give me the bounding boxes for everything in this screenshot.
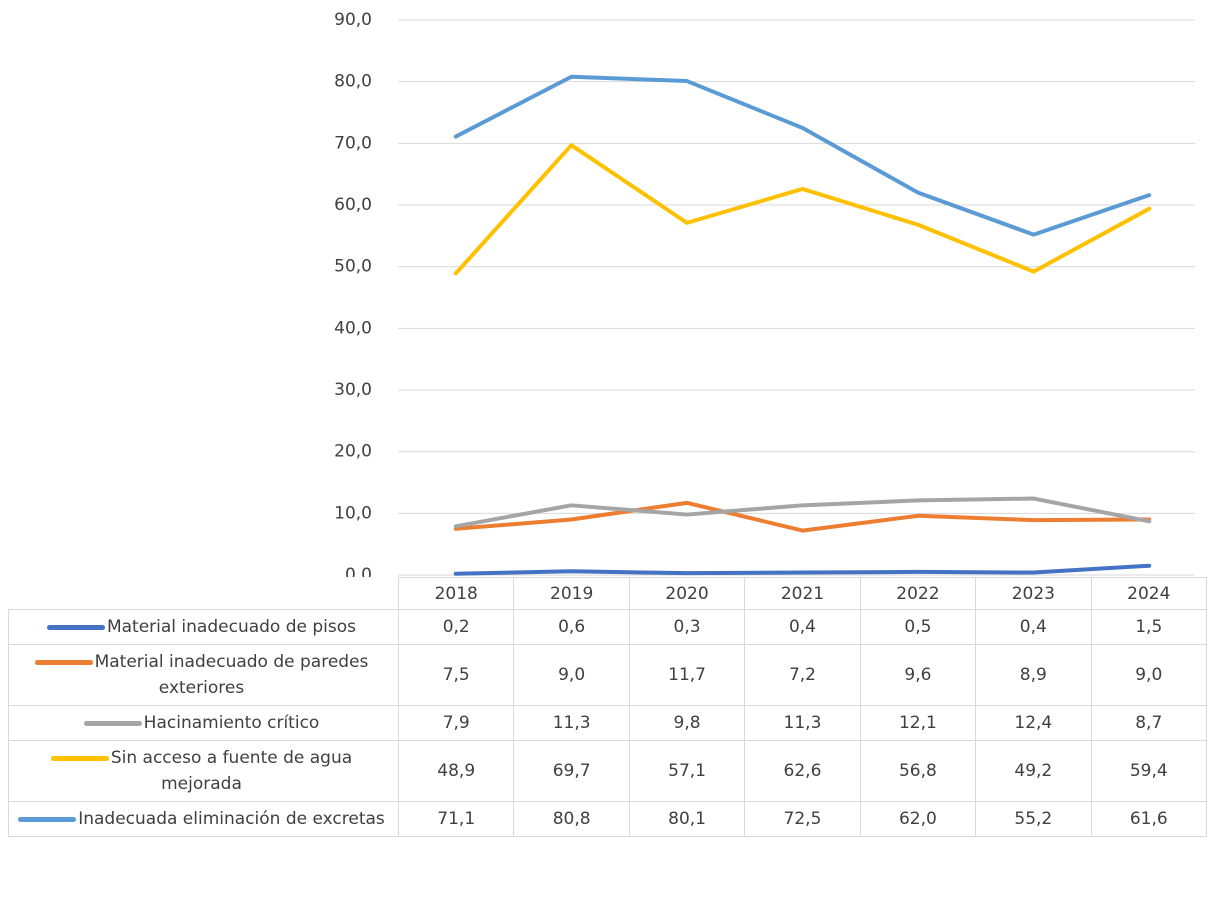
table-row: Material inadecuado de pisos 0,2 0,6 0,3 0,4… — [8, 609, 1208, 645]
value-cell: 55,2 — [975, 801, 1092, 837]
value-cell: 12,1 — [859, 705, 977, 741]
value-cell: 9,6 — [859, 644, 977, 706]
value-cell: 71,1 — [397, 801, 515, 837]
value-cell: 9,0 — [513, 644, 630, 706]
x-tick-label: 2022 — [859, 577, 977, 610]
series-line — [453, 143, 1152, 276]
legend-entry: Hacinamiento crítico — [8, 705, 399, 741]
y-tick-label: 70,0 — [334, 133, 372, 153]
value-cell: 1,5 — [1090, 609, 1208, 645]
x-tick-label: 2019 — [513, 577, 630, 610]
value-cell: 56,8 — [859, 740, 977, 802]
value-cell: 0,4 — [975, 609, 1092, 645]
value-cell: 11,7 — [628, 644, 746, 706]
value-cell: 0,3 — [628, 609, 746, 645]
value-cell: 11,3 — [513, 705, 630, 741]
table-header: 2018 2019 2020 2021 2022 2023 2024 — [9, 577, 1208, 610]
legend-entry: Material inadecuado de pisos — [8, 609, 399, 645]
value-cell: 8,9 — [975, 644, 1092, 706]
y-tick-label: 0,0 — [345, 565, 372, 577]
value-cell: 8,7 — [1090, 705, 1208, 741]
x-tick-label: 2021 — [744, 577, 861, 610]
series-name: Material inadecuado de paredes exteriore… — [94, 652, 369, 698]
x-tick-label: 2018 — [397, 577, 515, 610]
series-name: Hacinamiento crítico — [143, 713, 320, 733]
series-line — [453, 500, 1152, 533]
data-table: 2018 2019 2020 2021 2022 2023 2024 Material ina… — [8, 577, 1208, 837]
plot: 0,0 10,0 20,0 30,0 40,0 50,0 60,0 70,0 80,0 90,0 — [334, 10, 1195, 577]
y-tick-label: 80,0 — [334, 72, 372, 92]
y-tick-label: 40,0 — [334, 318, 372, 338]
series-line — [453, 74, 1152, 237]
value-cell: 61,6 — [1090, 801, 1208, 837]
value-cell: 69,7 — [513, 740, 630, 802]
series-line — [453, 563, 1152, 576]
value-cell: 59,4 — [1090, 740, 1208, 802]
x-tick-label: 2024 — [1090, 577, 1208, 610]
y-tick-label: 50,0 — [334, 257, 372, 277]
value-cell: 49,2 — [975, 740, 1092, 802]
legend-swatch — [50, 755, 109, 761]
table-row: Inadecuada eliminación de excretas 71,1 80… — [8, 801, 1208, 837]
value-cell: 12,4 — [975, 705, 1092, 741]
value-cell: 0,2 — [397, 609, 515, 645]
value-cell: 62,6 — [744, 740, 861, 802]
legend-entry: Inadecuada eliminación de excretas — [8, 801, 399, 837]
table-row: Hacinamiento crítico 7,9 11,3 9,8 11,3 12,1 12… — [8, 705, 1208, 741]
x-tick-label: 2023 — [975, 577, 1092, 610]
value-cell: 0,6 — [513, 609, 630, 645]
legend-entry: Material inadecuado de paredes exteriore… — [8, 644, 399, 706]
table-row: Material inadecuado de paredes exteriore… — [8, 644, 1208, 706]
empty-cell — [9, 578, 399, 610]
y-tick-label: 60,0 — [334, 195, 372, 215]
value-cell: 7,2 — [744, 644, 861, 706]
series-name: Inadecuada eliminación de excretas — [78, 809, 385, 829]
series-name: Material inadecuado de pisos — [106, 617, 357, 637]
legend-swatch — [46, 624, 105, 630]
y-tick-label: 10,0 — [334, 503, 372, 523]
legend-swatch — [18, 816, 77, 822]
value-cell: 80,8 — [513, 801, 630, 837]
legend-swatch — [83, 720, 142, 726]
value-cell: 57,1 — [628, 740, 746, 802]
legend-entry: Sin acceso a fuente de agua mejorada — [8, 740, 399, 802]
value-cell: 48,9 — [397, 740, 515, 802]
value-cell: 9,8 — [628, 705, 746, 741]
value-cell: 62,0 — [859, 801, 977, 837]
series-line — [453, 496, 1152, 529]
y-tick-label: 90,0 — [334, 10, 372, 30]
y-tick-label: 30,0 — [334, 380, 372, 400]
value-cell: 0,4 — [744, 609, 861, 645]
y-tick-label: 20,0 — [334, 442, 372, 462]
value-cell: 80,1 — [628, 801, 746, 837]
table-row: Sin acceso a fuente de agua mejorada 48,9… — [8, 740, 1208, 802]
x-tick-label: 2020 — [628, 577, 746, 610]
value-cell: 72,5 — [744, 801, 861, 837]
value-cell: 11,3 — [744, 705, 861, 741]
value-cell: 7,5 — [397, 644, 515, 706]
legend-swatch — [34, 659, 93, 665]
series-name: Sin acceso a fuente de agua mejorada — [110, 748, 353, 794]
value-cell: 9,0 — [1090, 644, 1208, 706]
value-cell: 0,5 — [859, 609, 977, 645]
value-cell: 7,9 — [397, 705, 515, 741]
